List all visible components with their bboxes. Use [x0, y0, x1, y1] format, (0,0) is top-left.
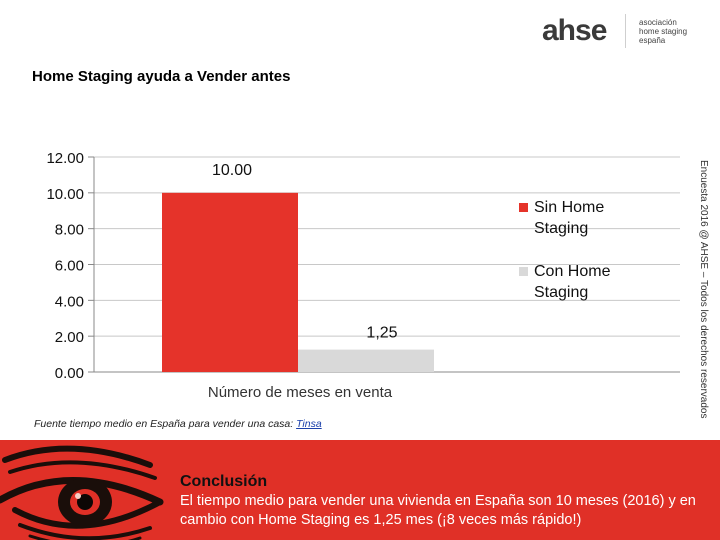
legend-swatch	[519, 203, 528, 212]
bar	[162, 192, 298, 372]
conclusion-text: El tiempo medio para vender una vivienda…	[180, 493, 696, 528]
bar	[298, 349, 434, 372]
legend-label: Staging	[534, 284, 588, 301]
logo-divider	[625, 14, 626, 48]
logo-line: home staging	[639, 27, 688, 36]
data-label: 1,25	[366, 325, 397, 342]
source-note: Fuente tiempo medio en España para vende…	[34, 418, 322, 430]
y-tick-label: 4.00	[55, 293, 84, 310]
logo-line: españa	[639, 36, 666, 45]
source-text: Fuente tiempo medio en España para vende…	[34, 418, 297, 430]
logo-wordmark: ahse	[542, 14, 607, 47]
source-link[interactable]: Tinsa	[296, 418, 322, 430]
legend-label: Staging	[534, 220, 588, 237]
bar-chart: 0.00 2.00 4.00 6.00 8.00 10.00 12.00 10.00 1,25…	[46, 150, 680, 401]
y-tick-label: 2.00	[55, 329, 84, 346]
y-tick-label: 8.00	[55, 222, 84, 239]
y-tick-label: 6.00	[55, 258, 84, 275]
logo-association: asociación home staging españa	[639, 18, 704, 45]
logo-line: asociación	[639, 18, 677, 27]
data-label: 10.00	[212, 162, 252, 179]
copyright-text: Encuesta 2016 @ AHSE – Todos los derecho…	[698, 160, 709, 419]
eye-illustration-icon	[0, 445, 164, 540]
y-tick-label: 0.00	[55, 365, 84, 382]
legend-swatch	[519, 267, 528, 276]
y-tick-label: 10.00	[46, 186, 84, 203]
page-title: Home Staging ayuda a Vender antes	[32, 68, 291, 85]
legend-label: Sin Home	[534, 199, 604, 216]
legend-label: Con Home	[534, 263, 611, 280]
copyright-note: Encuesta 2016 @ AHSE – Todos los derecho…	[697, 160, 711, 419]
conclusion-title: Conclusión	[180, 473, 268, 490]
y-tick-label: 12.00	[46, 150, 84, 167]
x-axis-label: Número de meses en venta	[208, 384, 393, 401]
